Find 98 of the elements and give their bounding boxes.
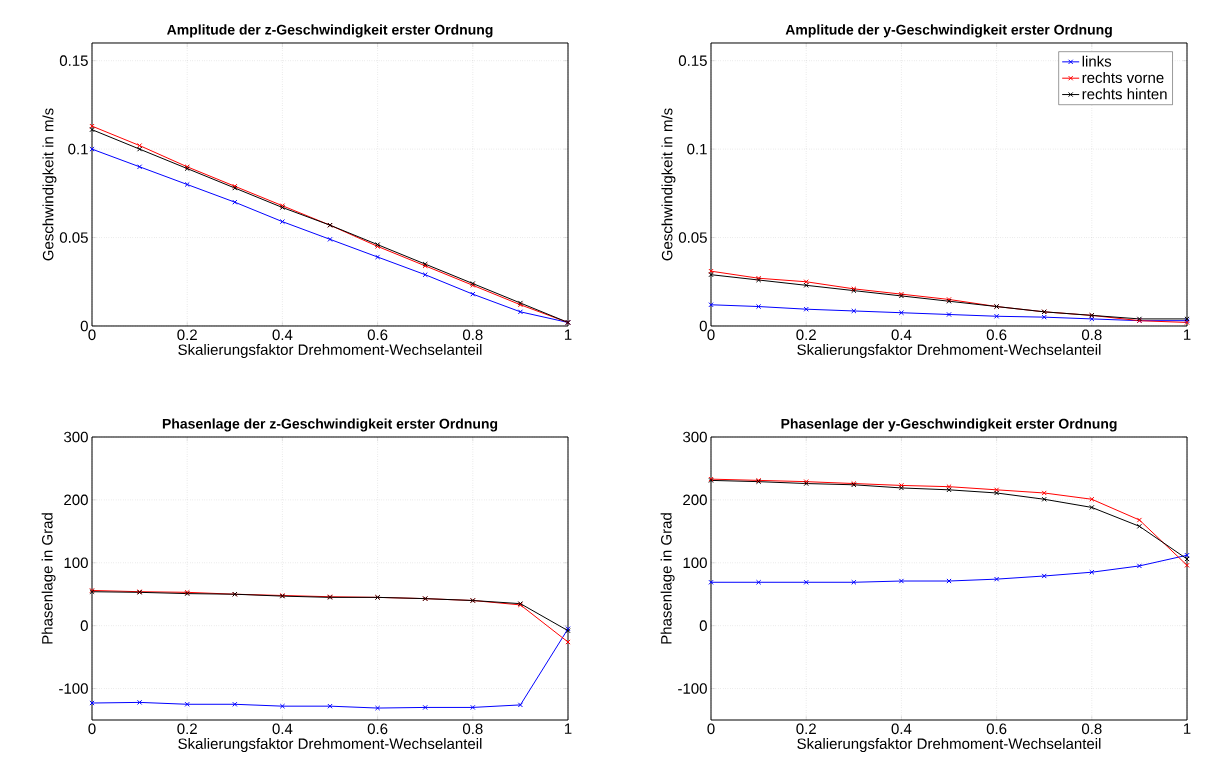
- point: [470, 291, 476, 297]
- y-tick-label: 0: [80, 320, 88, 332]
- x-axis-title: Skalierungsfaktor Drehmoment-Wechselanteil: [797, 737, 1101, 752]
- x-tick-label: 0.2: [177, 723, 197, 735]
- point: [994, 576, 1000, 582]
- x-tick-label: 1: [1183, 723, 1191, 734]
- x-tick-label: 0.2: [796, 723, 816, 735]
- legend-label: links: [1082, 55, 1112, 67]
- x-tick-label: 0.4: [272, 723, 293, 735]
- x-tick-label: 0.6: [367, 723, 388, 735]
- point: [994, 313, 1000, 319]
- y-tick-label: 0.1: [68, 143, 88, 155]
- point: [803, 579, 809, 585]
- y-tick-label: 100: [64, 557, 88, 569]
- point: [517, 309, 524, 315]
- y-tick-label: 200: [64, 494, 88, 506]
- point: [1089, 504, 1095, 511]
- point: [1136, 517, 1143, 523]
- x-tick-label: 1: [564, 723, 572, 734]
- x-axis-title: Skalierungsfaktor Drehmoment-Wechselanteil: [178, 343, 482, 358]
- point: [756, 579, 762, 585]
- y-tick-label: 0: [699, 320, 707, 332]
- x-tick-label: 1: [564, 329, 572, 340]
- point: [136, 146, 143, 152]
- y-axis-title: Phasenlage in Grad: [41, 513, 56, 644]
- y-tick-label: 0.15: [678, 55, 707, 66]
- x-tick-label: 0.8: [1081, 723, 1102, 735]
- point: [232, 701, 238, 707]
- point: [756, 303, 762, 310]
- point: [1136, 523, 1143, 529]
- y-tick-label: 0.05: [59, 232, 88, 243]
- x-tick-label: 0.8: [1081, 329, 1102, 341]
- legend-label: rechts hinten: [1082, 88, 1167, 100]
- point: [803, 306, 809, 312]
- point: [1089, 569, 1095, 575]
- y-tick-label: 100: [683, 557, 707, 569]
- point: [374, 705, 381, 711]
- point: [327, 236, 333, 242]
- point: [946, 311, 952, 318]
- x-tick-label: 0.6: [986, 723, 1007, 735]
- x-tick-label: 0: [88, 329, 96, 341]
- x-tick-label: 0.2: [796, 329, 816, 341]
- point: [851, 579, 857, 585]
- x-tick-label: 0: [88, 723, 96, 735]
- point: [851, 308, 857, 314]
- y-tick-label: 0: [699, 620, 707, 631]
- chart-title: Phasenlage der y-Geschwindigkeit erster Ordnung: [781, 418, 1117, 432]
- y-tick-label: 0.05: [678, 232, 707, 243]
- point: [136, 699, 143, 705]
- point: [1089, 496, 1095, 502]
- x-axis-title: Skalierungsfaktor Drehmoment-Wechselanteil: [797, 343, 1101, 358]
- chart-title: Phasenlage der z-Geschwindigkeit erster Ordnung: [162, 418, 498, 432]
- y-axis-title: Phasenlage in Grad: [660, 513, 675, 644]
- point: [1089, 316, 1095, 322]
- y-tick-label: 200: [683, 494, 707, 506]
- point: [1041, 573, 1047, 579]
- x-tick-label: 0: [707, 329, 715, 341]
- y-tick-label: 300: [683, 431, 707, 443]
- x-tick-label: 0.8: [462, 329, 483, 341]
- point: [279, 219, 286, 225]
- x-tick-label: 0.6: [986, 329, 1007, 341]
- y-tick-label: 0.15: [59, 55, 88, 66]
- point: [517, 702, 524, 708]
- x-tick-label: 0.4: [272, 329, 293, 341]
- point: [1041, 496, 1047, 502]
- x-tick-label: 0.6: [367, 329, 388, 341]
- x-tick-label: 0: [707, 723, 715, 735]
- x-tick-label: 0.4: [891, 329, 912, 341]
- point: [327, 703, 333, 709]
- chart-title: Amplitude der z-Geschwindigkeit erster Ordnung: [166, 24, 493, 38]
- point: [279, 703, 286, 709]
- x-tick-label: 0.8: [462, 723, 483, 735]
- y-tick-label: 0.1: [687, 143, 707, 155]
- x-tick-label: 1: [1183, 329, 1191, 340]
- point: [184, 181, 190, 188]
- y-axis-title: Geschwindigkeit in m/s: [42, 108, 57, 261]
- point: [136, 164, 143, 170]
- x-tick-label: 0.4: [891, 723, 912, 735]
- y-tick-label: 0: [80, 620, 88, 631]
- point: [184, 701, 190, 707]
- point: [374, 254, 381, 260]
- point: [1041, 490, 1047, 496]
- chart-title: Amplitude der y-Geschwindigkeit erster Ordnung: [785, 24, 1112, 38]
- x-tick-label: 0.2: [177, 329, 197, 341]
- x-axis-title: Skalierungsfaktor Drehmoment-Wechselanteil: [178, 737, 482, 752]
- point: [470, 704, 476, 711]
- y-tick-label: -100: [59, 683, 88, 694]
- point: [1136, 563, 1143, 569]
- point: [1041, 314, 1047, 320]
- y-tick-label: -100: [678, 683, 707, 694]
- y-axis-title: Geschwindigkeit in m/s: [661, 108, 676, 261]
- legend-label: rechts vorne: [1082, 72, 1164, 84]
- point: [898, 310, 905, 316]
- y-tick-label: 300: [64, 431, 88, 443]
- point: [422, 272, 428, 278]
- point: [232, 199, 238, 205]
- point: [898, 578, 905, 584]
- point: [422, 704, 428, 711]
